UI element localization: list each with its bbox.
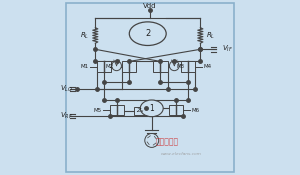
Text: Vdd: Vdd <box>143 3 157 9</box>
Text: M1: M1 <box>81 64 89 69</box>
Ellipse shape <box>129 22 166 46</box>
Text: $R_L$: $R_L$ <box>80 30 89 41</box>
Text: $R_L$: $R_L$ <box>206 30 216 41</box>
Text: M3: M3 <box>176 64 184 69</box>
Text: $V_{IF}$: $V_{IF}$ <box>222 44 233 54</box>
Text: $V_{RF}$: $V_{RF}$ <box>60 111 73 121</box>
Circle shape <box>169 61 179 71</box>
FancyBboxPatch shape <box>169 105 183 115</box>
Text: M6: M6 <box>192 108 200 113</box>
Text: $Z_s$: $Z_s$ <box>136 106 145 115</box>
FancyBboxPatch shape <box>66 3 234 172</box>
Ellipse shape <box>140 100 163 117</box>
Text: M5: M5 <box>94 108 102 113</box>
FancyBboxPatch shape <box>181 61 196 72</box>
FancyBboxPatch shape <box>122 61 136 72</box>
Text: www.elecfans.com: www.elecfans.com <box>161 152 202 156</box>
Text: M2: M2 <box>106 64 114 69</box>
FancyBboxPatch shape <box>134 107 147 115</box>
Text: 电子发烧友: 电子发烧友 <box>156 138 179 147</box>
Circle shape <box>112 61 122 71</box>
FancyBboxPatch shape <box>110 105 124 115</box>
FancyBboxPatch shape <box>97 61 111 72</box>
Text: 1: 1 <box>149 104 154 113</box>
Circle shape <box>145 134 159 147</box>
Text: $V_{LO}$: $V_{LO}$ <box>60 84 73 94</box>
Text: M4: M4 <box>204 64 212 69</box>
FancyBboxPatch shape <box>153 61 168 72</box>
Text: 2: 2 <box>145 29 150 38</box>
